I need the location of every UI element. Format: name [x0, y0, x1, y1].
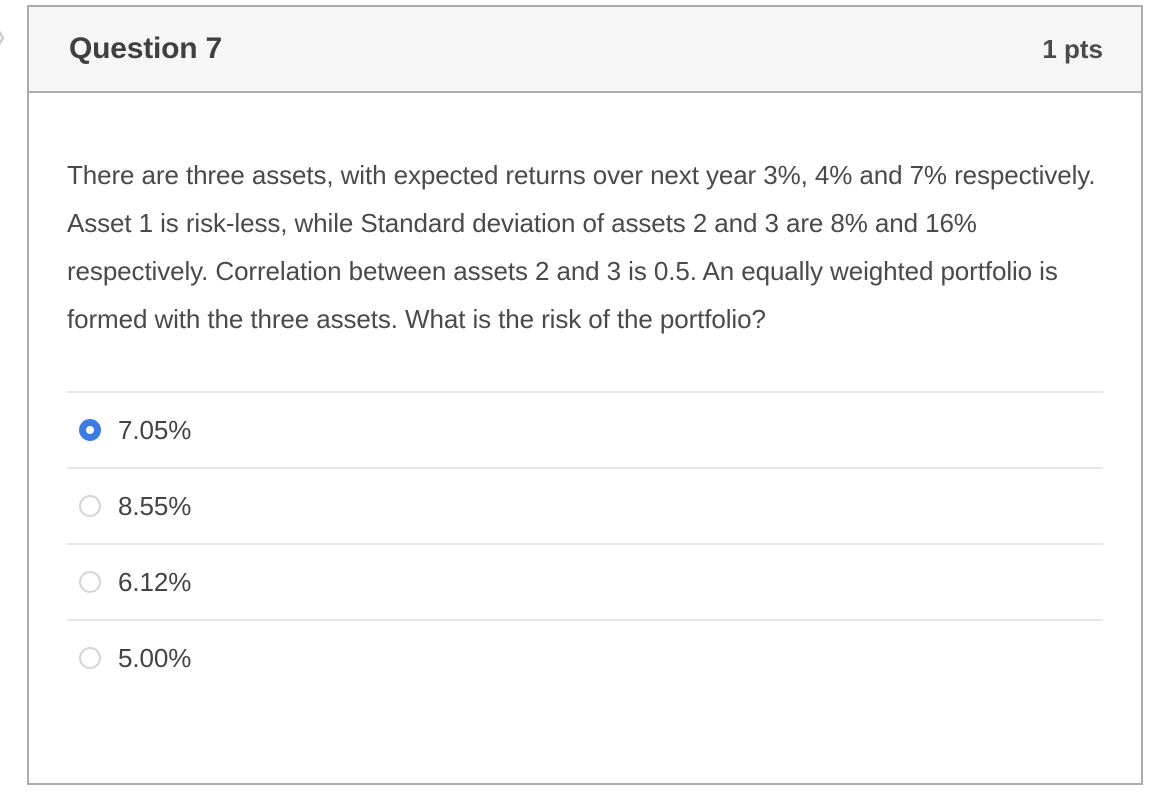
- answer-label: 5.00%: [118, 642, 192, 673]
- radio-button-icon[interactable]: [79, 495, 101, 517]
- answers-list: 7.05% 8.55% 6.12% 5.00%: [67, 391, 1103, 695]
- radio-button-icon[interactable]: [79, 419, 101, 441]
- radio-button-icon[interactable]: [79, 647, 101, 669]
- question-body: There are three assets, with expected re…: [29, 93, 1141, 735]
- question-text: There are three assets, with expected re…: [67, 160, 1096, 334]
- answer-label: 6.12%: [118, 566, 192, 597]
- answer-option[interactable]: 8.55%: [67, 467, 1103, 543]
- question-card: Question 7 1 pts There are three assets,…: [27, 5, 1143, 785]
- question-title: Question 7: [69, 32, 223, 65]
- answer-option[interactable]: 6.12%: [67, 543, 1103, 619]
- radio-button-icon[interactable]: [79, 571, 101, 593]
- answer-label: 8.55%: [118, 490, 192, 521]
- question-header: Question 7 1 pts: [29, 7, 1141, 93]
- answer-option[interactable]: 7.05%: [67, 391, 1103, 467]
- answer-label: 7.05%: [118, 414, 192, 445]
- question-points: 1 pts: [1042, 33, 1103, 64]
- chevron-right-icon: [0, 30, 5, 46]
- answer-option[interactable]: 5.00%: [67, 619, 1103, 695]
